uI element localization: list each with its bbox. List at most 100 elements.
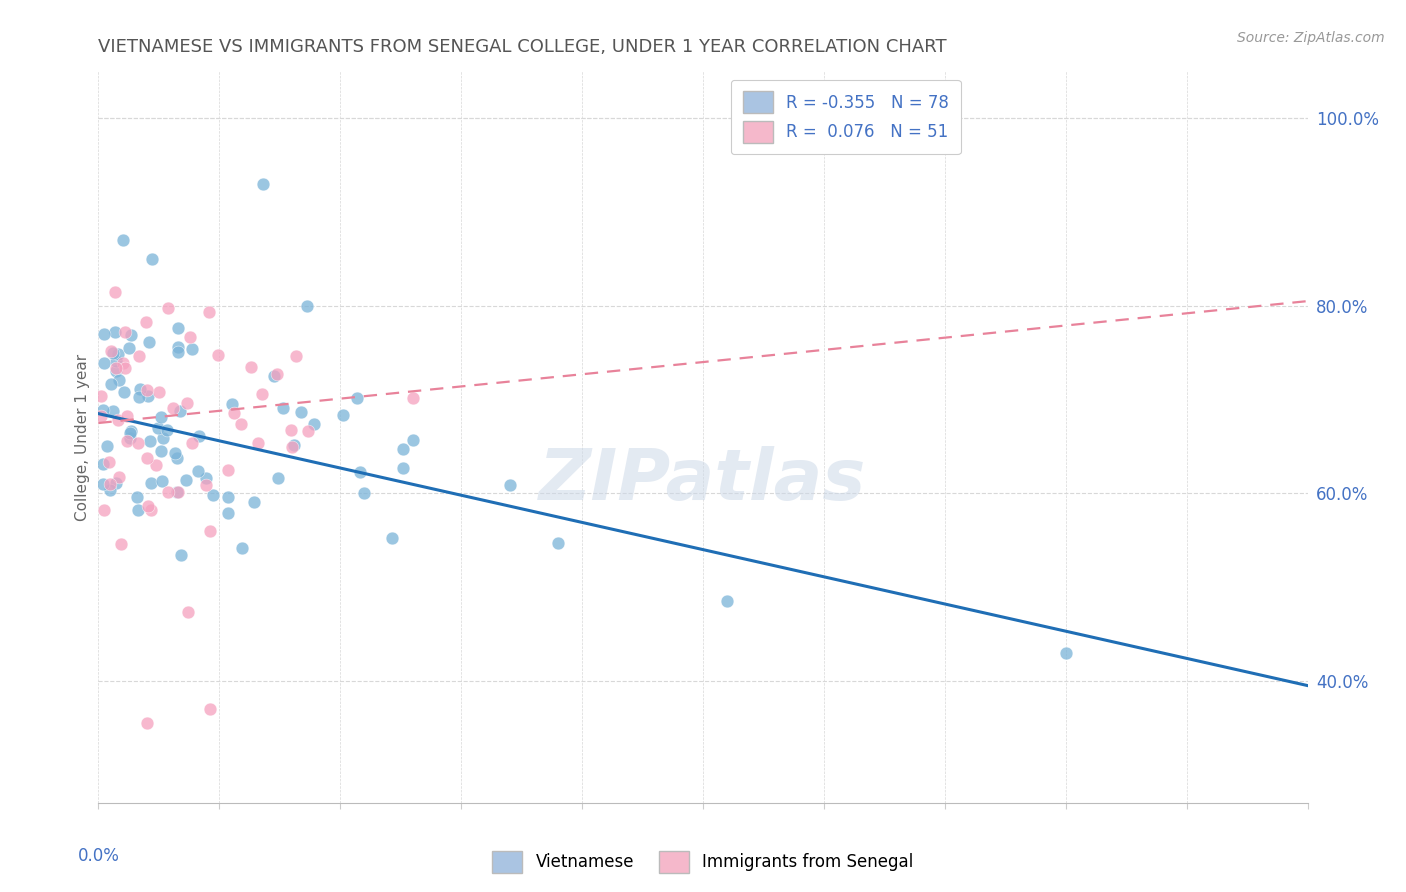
Point (280, 424, 302, 438)
Point (156, 423, 179, 437)
Point (96, 439, 118, 453)
Point (150, 410, 173, 425)
Text: Source: ZipAtlas.com: Source: ZipAtlas.com (1237, 31, 1385, 45)
Point (169, 404, 191, 418)
Point (91, 403, 114, 417)
Point (128, 390, 150, 404)
Point (120, 328, 142, 343)
Point (179, 329, 201, 343)
Point (162, 401, 184, 415)
Point (156, 301, 179, 316)
Point (1054, 646, 1077, 660)
Point (100, 343, 122, 358)
Point (332, 409, 354, 423)
Point (221, 397, 243, 411)
Point (141, 252, 163, 266)
Point (176, 605, 198, 619)
Point (165, 446, 187, 460)
Point (98, 455, 121, 469)
Point (166, 450, 188, 465)
Point (266, 368, 288, 382)
Y-axis label: College, Under 1 year: College, Under 1 year (75, 353, 90, 521)
Point (91, 457, 114, 471)
Point (105, 364, 128, 378)
Legend: Vietnamese, Immigrants from Senegal: Vietnamese, Immigrants from Senegal (485, 845, 921, 880)
Point (141, 476, 163, 491)
Point (346, 391, 368, 405)
Point (353, 486, 375, 500)
Point (198, 702, 221, 716)
Point (391, 442, 413, 457)
Point (243, 495, 266, 509)
Point (281, 440, 304, 454)
Point (150, 474, 173, 488)
Point (135, 315, 157, 329)
Point (187, 428, 209, 442)
Point (283, 437, 305, 451)
Point (198, 524, 221, 538)
Point (498, 478, 520, 492)
Point (127, 503, 149, 517)
Point (108, 374, 131, 388)
Point (207, 348, 229, 362)
Point (118, 431, 141, 445)
Point (271, 401, 294, 416)
Point (107, 413, 129, 427)
Point (231, 541, 253, 555)
Point (402, 433, 425, 447)
Point (167, 340, 190, 354)
Point (90, 389, 112, 403)
Point (135, 716, 157, 731)
Point (170, 549, 193, 563)
Point (263, 368, 285, 383)
Point (141, 503, 163, 517)
Point (231, 417, 253, 431)
Point (148, 385, 170, 400)
Point (104, 285, 127, 299)
Point (136, 450, 159, 465)
Point (547, 535, 569, 549)
Point (100, 377, 122, 392)
Point (716, 594, 738, 608)
Point (93, 502, 115, 516)
Text: VIETNAMESE VS IMMIGRANTS FROM SENEGAL COLLEGE, UNDER 1 YEAR CORRELATION CHART: VIETNAMESE VS IMMIGRANTS FROM SENEGAL CO… (98, 38, 948, 56)
Point (105, 475, 128, 490)
Point (136, 383, 159, 397)
Point (128, 382, 150, 396)
Point (284, 349, 307, 363)
Point (247, 436, 270, 450)
Point (138, 334, 160, 349)
Point (98, 477, 121, 491)
Point (202, 488, 225, 502)
Point (91, 476, 114, 491)
Point (222, 406, 245, 420)
Point (152, 431, 174, 445)
Point (187, 464, 209, 478)
Point (104, 326, 127, 340)
Point (107, 470, 129, 484)
Point (166, 484, 188, 499)
Point (117, 341, 139, 355)
Point (392, 461, 415, 475)
Point (195, 478, 218, 492)
Point (302, 417, 325, 432)
Point (349, 466, 371, 480)
Point (217, 506, 239, 520)
Point (267, 471, 290, 485)
Point (103, 346, 125, 360)
Point (128, 349, 150, 363)
Point (217, 490, 239, 504)
Point (111, 233, 134, 247)
Point (103, 403, 125, 417)
Point (166, 345, 188, 359)
Point (176, 395, 198, 409)
Point (93, 356, 115, 370)
Point (120, 424, 142, 438)
Point (149, 444, 172, 458)
Point (139, 434, 162, 448)
Legend: R = -0.355   N = 78, R =  0.076   N = 51: R = -0.355 N = 78, R = 0.076 N = 51 (731, 79, 960, 154)
Point (217, 463, 239, 477)
Point (194, 471, 217, 485)
Point (117, 409, 139, 423)
Point (125, 490, 148, 504)
